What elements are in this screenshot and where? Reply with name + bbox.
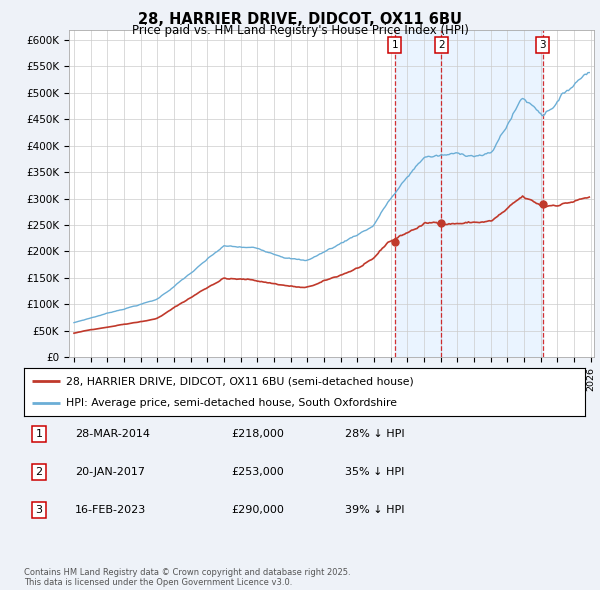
Text: 28-MAR-2014: 28-MAR-2014	[75, 429, 150, 438]
Text: 2: 2	[35, 467, 43, 477]
Text: 28, HARRIER DRIVE, DIDCOT, OX11 6BU: 28, HARRIER DRIVE, DIDCOT, OX11 6BU	[138, 12, 462, 27]
Text: Contains HM Land Registry data © Crown copyright and database right 2025.
This d: Contains HM Land Registry data © Crown c…	[24, 568, 350, 587]
Text: 3: 3	[35, 506, 43, 515]
Text: 3: 3	[539, 40, 546, 50]
Text: 35% ↓ HPI: 35% ↓ HPI	[345, 467, 404, 477]
Bar	[395, 30, 442, 357]
Text: £253,000: £253,000	[231, 467, 284, 477]
Text: 20-JAN-2017: 20-JAN-2017	[75, 467, 145, 477]
Text: 28, HARRIER DRIVE, DIDCOT, OX11 6BU (semi-detached house): 28, HARRIER DRIVE, DIDCOT, OX11 6BU (sem…	[66, 376, 414, 386]
Text: 28% ↓ HPI: 28% ↓ HPI	[345, 429, 404, 438]
Text: £218,000: £218,000	[231, 429, 284, 438]
Text: 39% ↓ HPI: 39% ↓ HPI	[345, 506, 404, 515]
Text: Price paid vs. HM Land Registry's House Price Index (HPI): Price paid vs. HM Land Registry's House …	[131, 24, 469, 37]
Bar	[442, 30, 542, 357]
Text: £290,000: £290,000	[231, 506, 284, 515]
Text: 1: 1	[35, 429, 43, 438]
Text: 2: 2	[438, 40, 445, 50]
Text: 16-FEB-2023: 16-FEB-2023	[75, 506, 146, 515]
Text: 1: 1	[391, 40, 398, 50]
Text: HPI: Average price, semi-detached house, South Oxfordshire: HPI: Average price, semi-detached house,…	[66, 398, 397, 408]
